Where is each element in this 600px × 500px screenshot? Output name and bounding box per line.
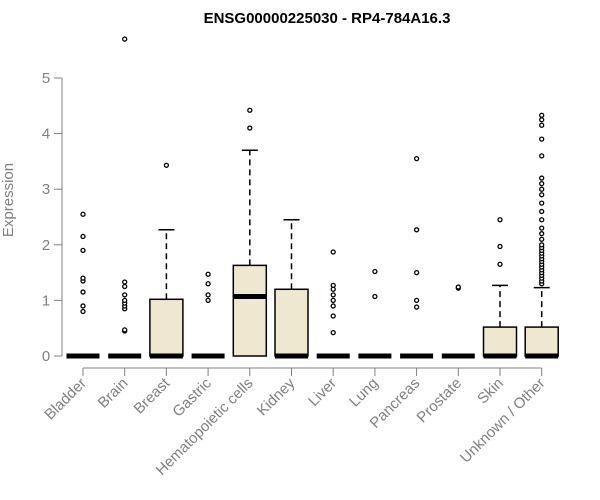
- outlier-point: [539, 242, 545, 248]
- box-kidney: [274, 219, 309, 359]
- outlier-point: [330, 329, 336, 336]
- outlier-point: [122, 283, 128, 290]
- x-tick-label: Skin: [474, 375, 507, 408]
- iqr-box: [482, 326, 518, 357]
- outlier-point: [205, 297, 211, 304]
- outlier-point: [330, 313, 336, 319]
- x-tick-label: Lung: [346, 375, 382, 411]
- outlier-point: [497, 217, 503, 223]
- outlier-point: [80, 233, 86, 240]
- outlier-point: [539, 231, 545, 237]
- outlier-point: [413, 269, 420, 276]
- outlier-point: [80, 247, 86, 254]
- outlier-point: [80, 303, 86, 309]
- outlier-point: [413, 297, 420, 304]
- box-brain: [108, 36, 142, 359]
- box-breast: [149, 162, 184, 359]
- outlier-point: [247, 107, 253, 113]
- box-pancreas: [400, 155, 434, 359]
- y-tick-label: 2: [42, 237, 50, 254]
- iqr-box: [274, 288, 309, 357]
- box-skin: [482, 217, 518, 359]
- outlier-point: [80, 211, 86, 217]
- outlier-point: [372, 293, 378, 300]
- x-tick-label: Prostate: [414, 375, 466, 427]
- outlier-point: [80, 275, 86, 281]
- y-tick-label: 3: [42, 181, 50, 198]
- outlier-point: [330, 303, 336, 309]
- outlier-point: [539, 175, 545, 181]
- x-tick-label: Breast: [131, 374, 174, 417]
- outlier-point: [539, 200, 545, 206]
- y-axis-label: Expression: [0, 163, 17, 237]
- outlier-point: [205, 281, 211, 287]
- outlier-point: [539, 136, 545, 142]
- box-lung: [358, 268, 392, 359]
- outlier-point: [163, 162, 170, 168]
- outlier-point: [539, 153, 545, 159]
- outlier-point: [122, 292, 128, 298]
- outlier-point: [80, 289, 86, 295]
- boxes-group: [66, 36, 559, 359]
- outlier-point: [122, 297, 128, 304]
- outlier-point: [122, 279, 128, 285]
- outlier-point: [413, 227, 420, 233]
- outlier-point: [80, 308, 86, 315]
- y-tick-label: 5: [42, 70, 50, 87]
- outlier-point: [455, 284, 461, 290]
- outlier-point: [413, 155, 420, 162]
- x-tick-label: Kidney: [254, 374, 299, 419]
- y-tick-label: 0: [42, 348, 50, 365]
- outlier-point: [539, 186, 545, 192]
- outlier-point: [413, 304, 420, 310]
- x-tick-label: Liver: [305, 375, 340, 410]
- outlier-point: [539, 180, 545, 187]
- box-bladder: [66, 211, 100, 359]
- box-hematopoietic-cells: [232, 107, 268, 357]
- outlier-point: [330, 292, 336, 298]
- outlier-point: [205, 271, 211, 277]
- outlier-point: [205, 292, 211, 298]
- outlier-point: [122, 36, 128, 42]
- outlier-point: [539, 192, 545, 198]
- outlier-point: [330, 249, 336, 255]
- chart-title: ENSG00000225030 - RP4-784A16.3: [204, 10, 451, 27]
- box-liver: [316, 249, 350, 359]
- iqr-box: [232, 264, 268, 357]
- y-tick-label: 4: [42, 126, 50, 143]
- outlier-point: [122, 327, 128, 333]
- outlier-point: [539, 236, 545, 242]
- iqr-box: [149, 298, 184, 357]
- x-tick-label: Brain: [95, 375, 132, 412]
- outlier-point: [330, 282, 336, 289]
- outlier-point: [539, 122, 545, 128]
- box-gastric: [191, 271, 225, 359]
- outlier-point: [539, 208, 545, 215]
- outlier-point: [247, 125, 253, 131]
- y-tick-label: 1: [42, 292, 50, 309]
- outlier-point: [539, 217, 545, 223]
- x-tick-label: Bladder: [41, 375, 90, 424]
- box-unknown-other: [524, 112, 559, 359]
- outlier-point: [539, 225, 545, 231]
- iqr-box: [524, 326, 559, 357]
- outlier-point: [372, 268, 378, 275]
- outlier-point: [330, 297, 336, 304]
- outlier-point: [497, 261, 503, 267]
- outlier-point: [539, 117, 545, 123]
- y-axis: 0 1 2 3 4 5: [42, 70, 63, 365]
- box-prostate: [441, 284, 475, 359]
- outlier-point: [539, 112, 545, 118]
- outlier-point: [497, 243, 503, 250]
